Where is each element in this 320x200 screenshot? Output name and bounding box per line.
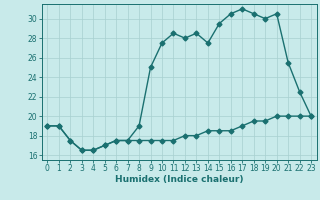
X-axis label: Humidex (Indice chaleur): Humidex (Indice chaleur) bbox=[115, 175, 244, 184]
